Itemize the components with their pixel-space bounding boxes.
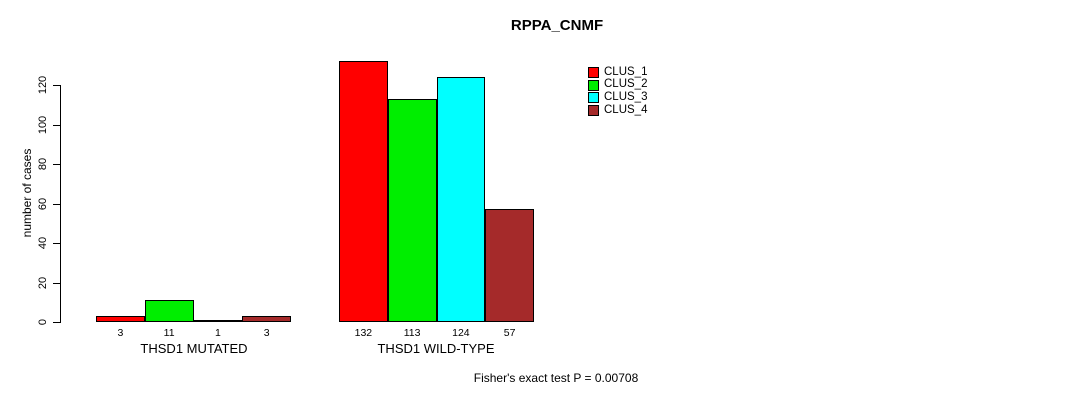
legend-label-CLUS_3: CLUS_3 xyxy=(604,90,648,103)
y-axis-tick-label: 40 xyxy=(37,236,49,250)
y-axis-line xyxy=(59,85,61,323)
y-axis-tick-label: 120 xyxy=(37,75,49,95)
y-axis-tick-label: 60 xyxy=(37,197,49,210)
y-axis-tick-label: 80 xyxy=(37,157,49,171)
legend-swatch-CLUS_2 xyxy=(588,79,599,91)
bar-value-label: 124 xyxy=(452,327,470,339)
y-axis-tick xyxy=(52,243,60,244)
group-label-wild-type: THSD1 WILD-TYPE xyxy=(377,341,495,356)
bar-value-label: 3 xyxy=(263,327,270,339)
bar-CLUS_3 xyxy=(193,320,243,323)
y-axis-tick-label: 0 xyxy=(37,318,49,326)
bar-value-label: 1 xyxy=(214,327,221,339)
legend-label-CLUS_2: CLUS_2 xyxy=(604,78,648,91)
y-axis-tick xyxy=(52,85,60,86)
bar-CLUS_3 xyxy=(436,77,486,322)
bar-CLUS_4 xyxy=(242,316,291,322)
bar-CLUS_1 xyxy=(339,61,388,322)
y-axis-tick-label: 20 xyxy=(37,276,49,289)
y-axis-tick xyxy=(52,322,60,323)
legend-label-CLUS_4: CLUS_4 xyxy=(604,103,648,116)
stat-annotation: Fisher's exact test P = 0.00708 xyxy=(473,371,639,385)
bar-CLUS_4 xyxy=(485,209,534,322)
bar-value-label: 132 xyxy=(354,327,373,339)
bar-CLUS_2 xyxy=(387,98,437,322)
bar-value-label: 11 xyxy=(163,327,175,339)
bar-value-label: 3 xyxy=(117,327,124,339)
group-label-mutated: THSD1 MUTATED xyxy=(140,341,248,356)
bar-value-label: 57 xyxy=(503,327,516,339)
legend-swatch-CLUS_3 xyxy=(588,92,599,104)
y-axis-tick xyxy=(52,203,60,205)
bar-value-label: 113 xyxy=(403,327,421,339)
y-axis-tick xyxy=(52,124,60,126)
bar-CLUS_2 xyxy=(144,300,194,322)
chart-title: RPPA_CNMF xyxy=(510,17,604,34)
y-axis-tick-label: 100 xyxy=(37,115,49,134)
legend-swatch-CLUS_1 xyxy=(588,67,599,78)
y-axis-title: number of cases xyxy=(20,148,34,238)
y-axis-tick xyxy=(52,282,60,284)
legend-swatch-CLUS_4 xyxy=(588,105,599,117)
bar-CLUS_1 xyxy=(96,316,145,322)
legend-label-CLUS_1: CLUS_1 xyxy=(604,65,648,78)
y-axis-tick xyxy=(52,164,60,165)
